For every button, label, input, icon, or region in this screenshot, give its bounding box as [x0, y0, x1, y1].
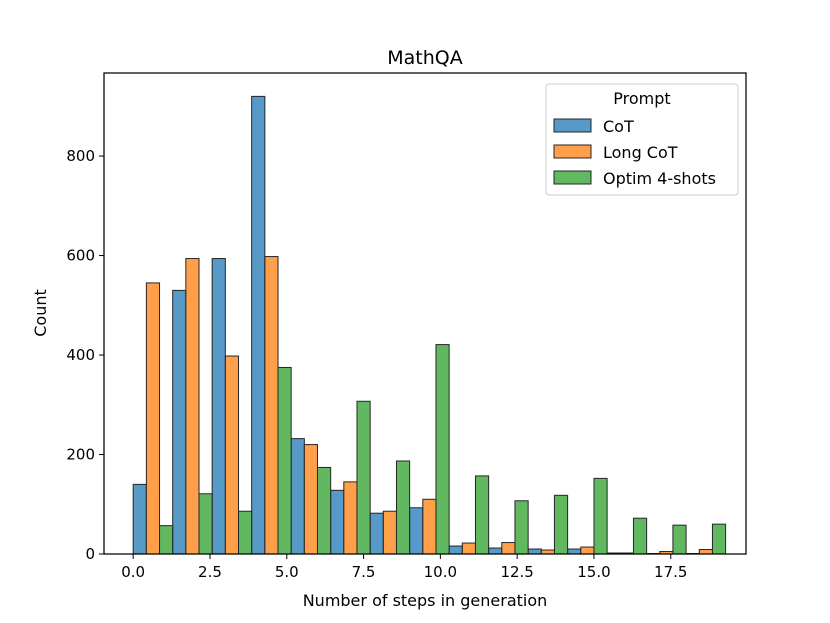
x-tick-label: 12.5: [500, 563, 533, 581]
bar-cot-6: [369, 512, 384, 555]
bar-optim-4-shots-14: [711, 523, 727, 555]
bar-cot-2: [211, 258, 226, 555]
bar-long-cot-0: [145, 282, 161, 555]
legend-label-optim-4-shots: Optim 4-shots: [603, 169, 716, 188]
bar-optim-4-shots-2: [238, 510, 253, 555]
x-tick-label: 0.0: [121, 563, 145, 581]
y-tick-label: 800: [66, 147, 95, 165]
legend-items: CoT Long CoT Optim 4-shots: [553, 117, 716, 188]
x-axis-ticks: 0.0 2.5 5.0 7.5 10.0 12.5 15.0 17.5: [121, 554, 687, 581]
bar-long-cot-7: [422, 498, 437, 555]
bar-cot-9: [488, 547, 503, 555]
bar-long-cot-14: [698, 549, 713, 555]
chart-title: MathQA: [387, 47, 462, 69]
bar-cot-10: [527, 548, 542, 555]
legend-label-cot: CoT: [603, 117, 634, 136]
y-tick-label: 600: [66, 247, 95, 265]
x-tick-label: 17.5: [654, 563, 687, 581]
x-tick-label: 7.5: [352, 563, 376, 581]
x-tick-label: 2.5: [198, 563, 222, 581]
bar-long-cot-4: [303, 444, 318, 555]
bar-long-cot-11: [580, 546, 595, 555]
legend: Prompt CoT Long CoT Optim 4-shots: [545, 83, 739, 196]
bar-cot-5: [330, 489, 345, 555]
y-tick-label: 400: [66, 346, 95, 364]
legend-label-long-cot: Long CoT: [603, 143, 678, 162]
legend-swatch-cot: [553, 118, 592, 133]
bars-group: [132, 95, 727, 555]
bar-optim-4-shots-6: [395, 460, 411, 555]
x-tick-label: 15.0: [577, 563, 610, 581]
bar-cot-1: [172, 289, 187, 555]
legend-swatch-optim-4-shots: [553, 170, 592, 185]
bar-optim-4-shots-4: [316, 466, 332, 555]
bar-optim-4-shots-10: [553, 494, 569, 555]
bar-cot-3: [251, 95, 266, 555]
bar-long-cot-1: [185, 258, 200, 555]
bar-long-cot-5: [343, 481, 358, 555]
legend-swatch-long-cot: [553, 144, 592, 159]
legend-box: [545, 83, 739, 196]
bar-optim-4-shots-9: [514, 500, 529, 555]
bar-optim-4-shots-13: [672, 524, 687, 555]
y-tick-label: 200: [66, 446, 95, 464]
bar-optim-4-shots-11: [593, 477, 608, 555]
bar-cot-7: [409, 507, 424, 555]
bar-long-cot-8: [461, 542, 476, 555]
legend-title: Prompt: [613, 89, 670, 108]
bar-optim-4-shots-0: [159, 525, 174, 555]
bar-long-cot-2: [224, 355, 240, 555]
bar-long-cot-9: [501, 542, 516, 555]
y-axis-label: Count: [31, 289, 50, 337]
bar-optim-4-shots-12: [632, 517, 648, 555]
plot-frame: [103, 72, 747, 555]
bar-optim-4-shots-1: [198, 493, 213, 555]
bar-cot-4: [290, 438, 305, 555]
x-axis-label: Number of steps in generation: [303, 591, 548, 610]
bar-optim-4-shots-7: [435, 344, 450, 555]
bar-optim-4-shots-5: [356, 400, 371, 555]
bar-cot-8: [448, 545, 463, 555]
bar-optim-4-shots-3: [277, 366, 292, 555]
x-tick-label: 10.0: [424, 563, 457, 581]
bar-optim-4-shots-8: [474, 475, 490, 555]
y-axis-ticks: 0 200 400 600 800: [66, 147, 104, 563]
bar-cot-11: [567, 548, 582, 555]
x-tick-label: 5.0: [275, 563, 299, 581]
bar-cot-0: [132, 483, 147, 555]
bar-long-cot-6: [382, 510, 398, 555]
y-tick-label: 0: [85, 545, 95, 563]
bar-long-cot-3: [264, 256, 279, 555]
